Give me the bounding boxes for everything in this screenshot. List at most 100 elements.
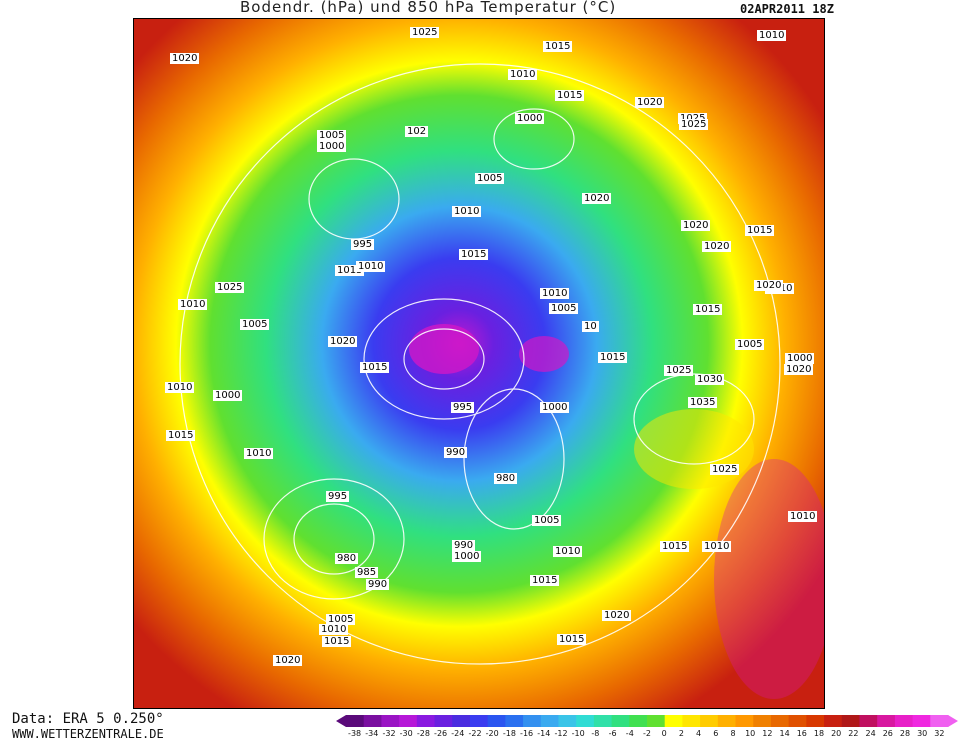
isobar-label: 1005 xyxy=(475,173,505,184)
colorbar-swatch xyxy=(469,715,489,727)
colorbar-swatch xyxy=(505,715,524,727)
colorbar-tick-label: 32 xyxy=(934,729,945,738)
colorbar-tick-label: -30 xyxy=(399,729,413,738)
colorbar-swatch xyxy=(894,715,914,727)
isobar-label: 995 xyxy=(351,239,375,250)
colorbar-tick-label: 24 xyxy=(865,729,876,738)
isobar-label: 1030 xyxy=(695,374,725,385)
colorbar-tick-label: -26 xyxy=(434,729,448,738)
isobar-label: 1005 xyxy=(735,339,765,350)
colorbar-tick-label: -24 xyxy=(451,729,465,738)
colorbar-swatch xyxy=(700,715,719,727)
colorbar-swatch xyxy=(399,715,418,727)
colorbar-tick-label: 26 xyxy=(882,729,893,738)
colorbar-swatch xyxy=(770,715,790,727)
isobar-label: 1005 xyxy=(326,614,356,625)
colorbar-tick-label: 12 xyxy=(762,729,773,738)
isobar-label: 1020 xyxy=(328,336,358,347)
colorbar-tick-label: -18 xyxy=(502,729,516,738)
chart-title: Bodendr. (hPa) und 850 hPa Temperatur (°… xyxy=(240,0,617,16)
isobar-label: 1020 xyxy=(784,364,814,375)
isobar-label: 1020 xyxy=(635,97,665,108)
isobar-label: 1025 xyxy=(678,113,708,124)
colorbar-tick-label: 20 xyxy=(831,729,842,738)
weather-map xyxy=(133,18,825,709)
colorbar-tick-label: -16 xyxy=(520,729,534,738)
isobar-label: 1010 xyxy=(178,299,208,310)
isobar-label: 1025 xyxy=(679,119,709,130)
colorbar-swatch xyxy=(346,715,365,727)
colorbar-tick-label: 2 xyxy=(678,729,684,738)
colorbar-tick-label: -6 xyxy=(608,729,617,738)
isobar-label: 995 xyxy=(326,491,350,502)
colorbar-swatch xyxy=(647,715,666,727)
colorbar-tick-label: 18 xyxy=(813,729,825,738)
colorbar-swatch xyxy=(930,715,949,727)
isobar-label: 1010 xyxy=(553,546,583,557)
colorbar-max-arrow xyxy=(948,715,958,727)
colorbar-swatch xyxy=(416,715,436,727)
isobar-label: 1010 xyxy=(356,261,386,272)
colorbar-tick-label: -10 xyxy=(571,729,585,738)
colorbar-tick-label: 16 xyxy=(796,729,807,738)
isobar-label: 1005 xyxy=(532,515,562,526)
isobar-label: 1015 xyxy=(660,541,690,552)
isobar-label: 1000 xyxy=(317,141,347,152)
colorbar-tick-label: -22 xyxy=(468,729,482,738)
isobar-label: 990 xyxy=(452,540,476,551)
colorbar-swatch xyxy=(664,715,683,727)
colorbar-min-arrow xyxy=(336,715,346,727)
isobar-label: 1020 xyxy=(681,220,711,231)
colorbar-swatch xyxy=(717,715,737,727)
isobar-label: 1000 xyxy=(515,113,545,124)
colorbar-tick-label: 6 xyxy=(713,729,719,738)
isobar-label: 1020 xyxy=(602,610,632,621)
colorbar-swatch xyxy=(682,715,701,727)
isobar-label: 1000 xyxy=(540,402,570,413)
colorbar-swatch xyxy=(576,715,595,727)
isobar-label: 990 xyxy=(366,579,390,590)
isobar-label: 1015 xyxy=(598,352,628,363)
isobar-label: 1015 xyxy=(322,636,352,647)
colorbar-ticks: -38 -34 -32 -30 -28 -26 -24 -22 -20 -18 -16 -14 -12-… xyxy=(336,729,956,741)
isobar-label: 1010 xyxy=(244,448,274,459)
colorbar-swatch xyxy=(877,715,896,727)
isobar-label: 1015 xyxy=(543,41,573,52)
colorbar-swatch xyxy=(806,715,825,727)
isobar-label: 1020 xyxy=(170,53,200,64)
colorbar-swatch xyxy=(841,715,860,727)
colorbar-swatch xyxy=(381,715,400,727)
isobar-label: 1010 xyxy=(508,69,538,80)
isobar-label: 1015 xyxy=(530,575,560,586)
colorbar-tick-label: 30 xyxy=(917,729,928,738)
isobar-label: 1005 xyxy=(240,319,270,330)
colorbar-swatch xyxy=(753,715,772,727)
colorbar-tick-label: 4 xyxy=(696,729,702,738)
isobar-label: 1015 xyxy=(335,265,365,276)
colorbar-tick-label: -8 xyxy=(591,729,600,738)
colorbar-tick-label: 28 xyxy=(899,729,911,738)
colorbar-swatch xyxy=(593,715,613,727)
isobar-label: 1015 xyxy=(745,225,775,236)
temperature-field xyxy=(134,19,824,708)
isobar-label: 980 xyxy=(494,473,518,484)
data-source: Data: ERA 5 0.250° xyxy=(12,711,164,727)
isobar-label: 1020 xyxy=(582,193,612,204)
colorbar-swatch xyxy=(363,715,382,727)
isobar-label: 995 xyxy=(451,402,475,413)
colorbar-tick-label: -38 xyxy=(348,729,362,738)
colorbar-swatch xyxy=(788,715,807,727)
colorbar-tick-label: -4 xyxy=(625,729,634,738)
isobar-label: 1020 xyxy=(273,655,303,666)
colorbar-swatch xyxy=(558,715,577,727)
isobar-label: 1015 xyxy=(360,362,390,373)
isobar-label: 980 xyxy=(335,553,359,564)
date-label: 02APR2011 18Z xyxy=(740,2,834,16)
colorbar-tick-label: 22 xyxy=(848,729,859,738)
isobar-label: 10 xyxy=(582,321,599,332)
colorbar-swatch xyxy=(629,715,648,727)
colorbar-swatch xyxy=(859,715,878,727)
isobar-label: 1025 xyxy=(410,27,440,38)
isobar-label: 1005 xyxy=(317,130,347,141)
isobar-label: 1025 xyxy=(710,464,740,475)
